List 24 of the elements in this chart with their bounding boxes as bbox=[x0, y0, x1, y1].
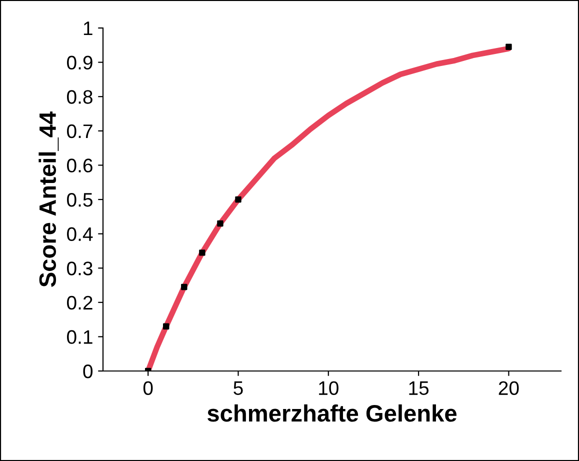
x-tick-label: 15 bbox=[409, 381, 429, 396]
x-tick-label: 20 bbox=[498, 381, 519, 396]
y-tick-label: 0.7 bbox=[67, 124, 92, 138]
y-tick-label: 1 bbox=[84, 22, 92, 36]
y-tick-label: 0.3 bbox=[67, 262, 92, 276]
point bbox=[217, 220, 224, 227]
y-tick-label: 0.5 bbox=[67, 192, 92, 207]
x-tick-label: 0 bbox=[143, 381, 153, 396]
y-tick-label: 0.8 bbox=[67, 90, 92, 104]
y-tick-label: 0.1 bbox=[67, 330, 92, 344]
y-tick-label: 0.2 bbox=[67, 296, 92, 310]
x-tick-label: 10 bbox=[319, 381, 338, 396]
y-tick-label: 0 bbox=[83, 364, 93, 378]
y-tick-label: 0.6 bbox=[67, 158, 92, 172]
y-tick-label: 0.4 bbox=[67, 227, 93, 242]
y-axis-title: Score Anteil_44 bbox=[38, 111, 59, 287]
x-tick-label: 5 bbox=[234, 381, 243, 396]
point bbox=[181, 284, 188, 290]
x-axis-title: schmerzhafte Gelenke bbox=[208, 404, 457, 422]
point bbox=[506, 44, 512, 50]
y-tick-label: 0.9 bbox=[67, 56, 92, 70]
point bbox=[235, 196, 242, 203]
point bbox=[199, 250, 206, 256]
point bbox=[163, 323, 170, 330]
